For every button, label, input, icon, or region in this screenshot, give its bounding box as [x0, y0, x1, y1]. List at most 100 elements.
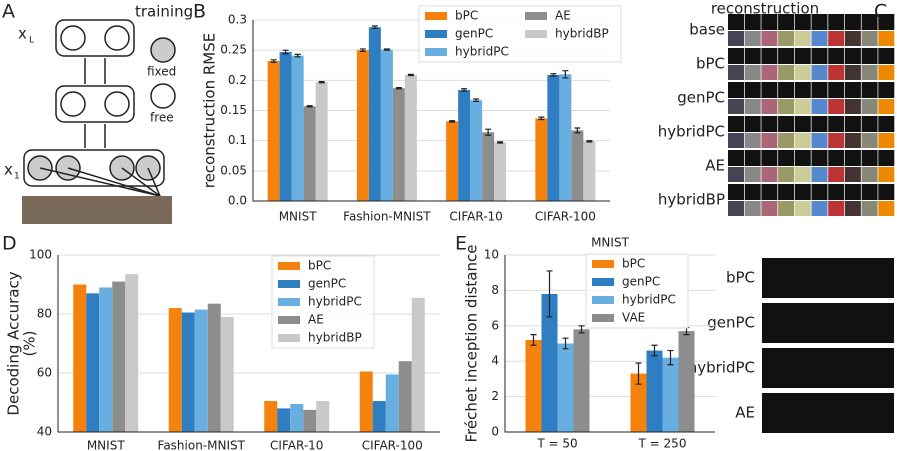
- digit-tile: [861, 150, 878, 166]
- axis: [252, 20, 610, 202]
- bar: [303, 106, 316, 201]
- error-bar: [306, 105, 313, 108]
- panel-label: E: [455, 233, 467, 255]
- node-label: x: [4, 161, 13, 179]
- row-label: hybridPC: [658, 123, 725, 141]
- digit-tile: [761, 150, 778, 166]
- digit-tile: [744, 82, 761, 98]
- x-tick-label: MNIST: [87, 439, 125, 451]
- legend-label: free: [150, 111, 174, 125]
- image-tile: [794, 201, 811, 216]
- bar: [316, 401, 330, 432]
- legend-swatch: [278, 298, 300, 306]
- bar: [194, 309, 208, 432]
- error-bar: [282, 49, 289, 55]
- network-diagram: training: [23, 3, 193, 197]
- digit-tile: [861, 14, 878, 30]
- image-tile: [878, 31, 895, 46]
- image-tile: [878, 201, 895, 216]
- x-tick-label: Fashion-MNIST: [158, 439, 246, 451]
- digit-tile: [861, 82, 878, 98]
- bar: [372, 401, 386, 432]
- bar: [290, 403, 304, 432]
- sample-grid: [762, 258, 894, 298]
- digit-tile: [728, 14, 744, 30]
- panel-label: A: [2, 1, 15, 23]
- image-tile: [778, 99, 795, 114]
- legend-label: hybridBP: [308, 331, 362, 345]
- bar: [264, 401, 278, 432]
- error-bar: [562, 337, 569, 350]
- bar: [535, 118, 548, 201]
- digit-tile: [778, 48, 795, 64]
- sample-grid: [762, 393, 894, 433]
- image-tile: [728, 167, 744, 182]
- image-tile: [828, 167, 845, 182]
- digit-tile: [794, 184, 811, 200]
- error-bar: [546, 270, 553, 318]
- image-tile: [794, 31, 811, 46]
- x-tick-label: Fashion-MNIST: [343, 210, 431, 224]
- error-bar: [497, 141, 504, 144]
- digit-tile: [744, 184, 761, 200]
- digit-tile: [728, 184, 744, 200]
- row-label: AE: [705, 157, 725, 175]
- bar: [86, 293, 100, 432]
- digit-tile: [778, 184, 795, 200]
- digit-tile: [844, 82, 861, 98]
- digit-tile: [878, 48, 895, 64]
- image-tile: [761, 65, 778, 80]
- legend-swatch: [278, 334, 300, 342]
- legend-label: hybridPC: [308, 295, 362, 309]
- image-tile: [728, 201, 744, 216]
- digit-tile: [844, 116, 861, 132]
- y-axis-label: Fréchet inception distance: [463, 245, 481, 443]
- error-bar: [574, 127, 581, 134]
- bar: [662, 357, 679, 432]
- bar: [291, 55, 304, 202]
- error-bar: [530, 334, 537, 346]
- digit-tile: [878, 184, 895, 200]
- image-tile: [811, 99, 828, 114]
- digit-tile: [744, 14, 761, 30]
- y-tick-label: 0.2: [228, 73, 247, 87]
- bar: [398, 361, 412, 432]
- digit-tile: [794, 82, 811, 98]
- error-bar: [562, 70, 569, 79]
- legend-swatch: [278, 280, 300, 288]
- error-bar: [538, 116, 545, 121]
- digit-tile: [811, 116, 828, 132]
- image-tile: [878, 99, 895, 114]
- node-label: x: [18, 25, 27, 43]
- chart-title: MNIST: [591, 236, 629, 250]
- y-tick-label: 0.0: [228, 194, 247, 208]
- y-axis-label: Decoding Accuracy: [5, 271, 23, 415]
- image-tile: [811, 31, 828, 46]
- digit-tile: [861, 48, 878, 64]
- bar: [547, 74, 560, 201]
- digit-tile: [778, 116, 795, 132]
- error-bar: [485, 128, 492, 136]
- y-tick-label: 40: [37, 425, 52, 439]
- bar: [168, 308, 182, 432]
- bar: [181, 312, 195, 432]
- bar: [678, 331, 695, 432]
- legend-swatch: [525, 12, 547, 20]
- digit-tile: [761, 48, 778, 64]
- x-tick-label: CIFAR-100: [362, 439, 423, 451]
- node-label: L: [29, 36, 34, 46]
- digit-tile: [828, 116, 845, 132]
- y-axis-label: reconstruction RMSE: [201, 33, 219, 188]
- image-tile: [861, 99, 878, 114]
- row-label: base: [689, 21, 725, 39]
- y-tick-label: 100: [29, 248, 52, 262]
- digit-tile: [878, 116, 895, 132]
- layer: [55, 19, 135, 57]
- digit-tile: [778, 14, 795, 30]
- image-tile: [761, 99, 778, 114]
- digit-tile: [794, 116, 811, 132]
- bar: [573, 329, 590, 432]
- legend-label: hybridPC: [455, 45, 509, 59]
- bar: [482, 132, 495, 201]
- image-tile: [744, 31, 761, 46]
